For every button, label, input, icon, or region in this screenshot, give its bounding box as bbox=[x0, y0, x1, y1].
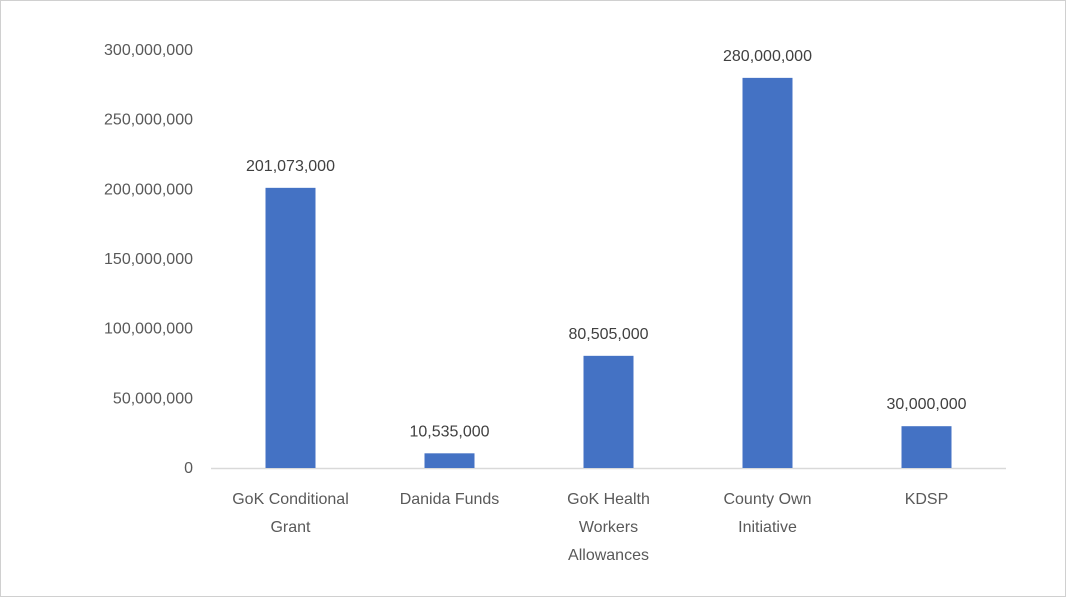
x-category-label: KDSP bbox=[905, 491, 949, 508]
y-tick-label: 150,000,000 bbox=[104, 251, 193, 268]
y-tick-label: 300,000,000 bbox=[104, 42, 193, 59]
y-tick-label: 100,000,000 bbox=[104, 321, 193, 338]
y-tick-label: 0 bbox=[184, 460, 193, 477]
x-category-label: GoK Health Workers Allowances bbox=[567, 491, 650, 564]
bar bbox=[901, 426, 952, 468]
bars bbox=[265, 77, 952, 468]
x-category-label: County Own Initiative bbox=[723, 491, 811, 536]
y-tick-label: 250,000,000 bbox=[104, 112, 193, 129]
y-tick-label: 50,000,000 bbox=[113, 390, 193, 407]
data-label: 10,535,000 bbox=[409, 423, 489, 440]
data-label: 80,505,000 bbox=[568, 326, 648, 343]
data-label: 30,000,000 bbox=[886, 396, 966, 413]
x-category-label: Danida Funds bbox=[400, 491, 500, 508]
bar bbox=[742, 77, 793, 468]
x-category-label: GoK Conditional Grant bbox=[232, 491, 349, 536]
y-axis-labels: 0 50,000,000 100,000,000 150,000,000 200,000… bbox=[104, 42, 193, 477]
bar bbox=[583, 355, 634, 468]
bar bbox=[424, 453, 475, 468]
data-labels: 201,073,000 10,535,000 80,505,000 280,000,0… bbox=[246, 48, 967, 440]
y-tick-label: 200,000,000 bbox=[104, 181, 193, 198]
data-label: 201,073,000 bbox=[246, 158, 335, 175]
category-labels: GoK Conditional Grant Danida Funds GoK Heal… bbox=[232, 491, 948, 564]
bar bbox=[265, 187, 316, 468]
data-label: 280,000,000 bbox=[723, 48, 812, 65]
